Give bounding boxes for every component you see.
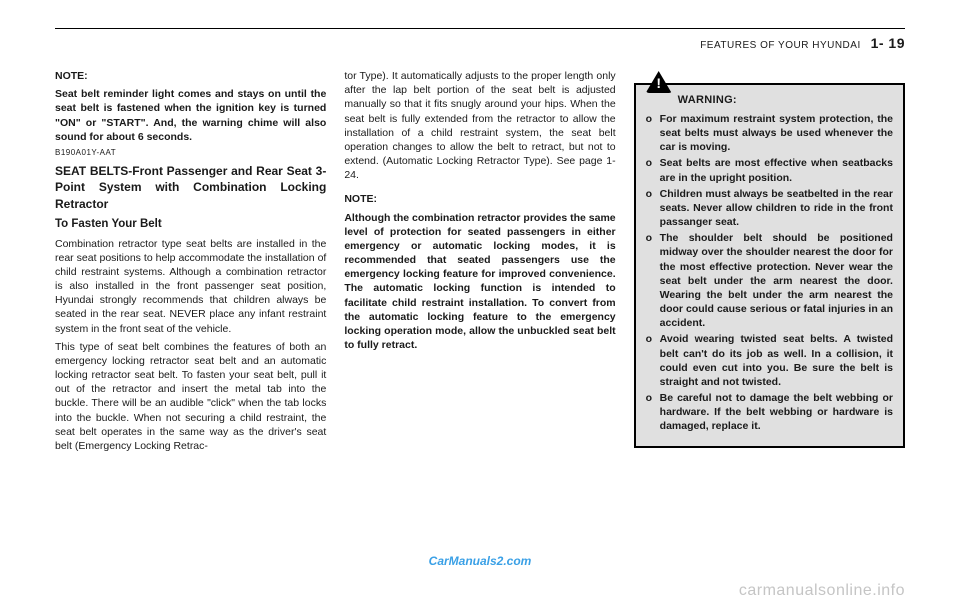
note-body: Seat belt reminder light comes and stays… [55,87,326,144]
header-page-number: 1- 19 [871,35,905,51]
column-1: NOTE: Seat belt reminder light comes and… [55,69,326,457]
watermark-carmanualsonline: carmanualsonline.info [739,582,905,600]
column-3: WARNING: oFor maximum restraint system p… [634,69,905,457]
section-code: B190A01Y-AAT [55,148,326,159]
warning-item: oFor maximum restraint system protection… [646,112,893,155]
section-title: SEAT BELTS-Front Passenger and Rear Seat… [55,163,326,213]
warning-box: WARNING: oFor maximum restraint system p… [634,83,905,448]
warning-item: oSeat belts are most effective when seat… [646,156,893,184]
note-label: NOTE: [55,69,326,83]
watermark-carmanuals2: CarManuals2.com [429,554,532,568]
warning-item: oBe careful not to damage the belt webbi… [646,391,893,434]
header-section: FEATURES OF YOUR HYUNDAI [700,40,861,51]
page-container: FEATURES OF YOUR HYUNDAI 1- 19 NOTE: Sea… [0,0,960,457]
section-subtitle: To Fasten Your Belt [55,217,326,233]
header-divider [55,28,905,29]
content-columns: NOTE: Seat belt reminder light comes and… [55,69,905,457]
paragraph: Combination retractor type seat belts ar… [55,237,326,336]
paragraph: tor Type). It automatically adjusts to t… [344,69,615,182]
note-label: NOTE: [344,192,615,206]
warning-item: oThe shoulder belt should be positioned … [646,231,893,330]
column-2: tor Type). It automatically adjusts to t… [344,69,615,457]
warning-title: WARNING: [678,93,893,108]
paragraph: This type of seat belt combines the feat… [55,340,326,453]
warning-list: oFor maximum restraint system protection… [646,112,893,434]
note-body: Although the combination retractor provi… [344,211,615,353]
page-header: FEATURES OF YOUR HYUNDAI 1- 19 [55,35,905,51]
warning-item: oAvoid wearing twisted seat belts. A twi… [646,332,893,389]
warning-item: oChildren must always be seatbelted in t… [646,187,893,230]
